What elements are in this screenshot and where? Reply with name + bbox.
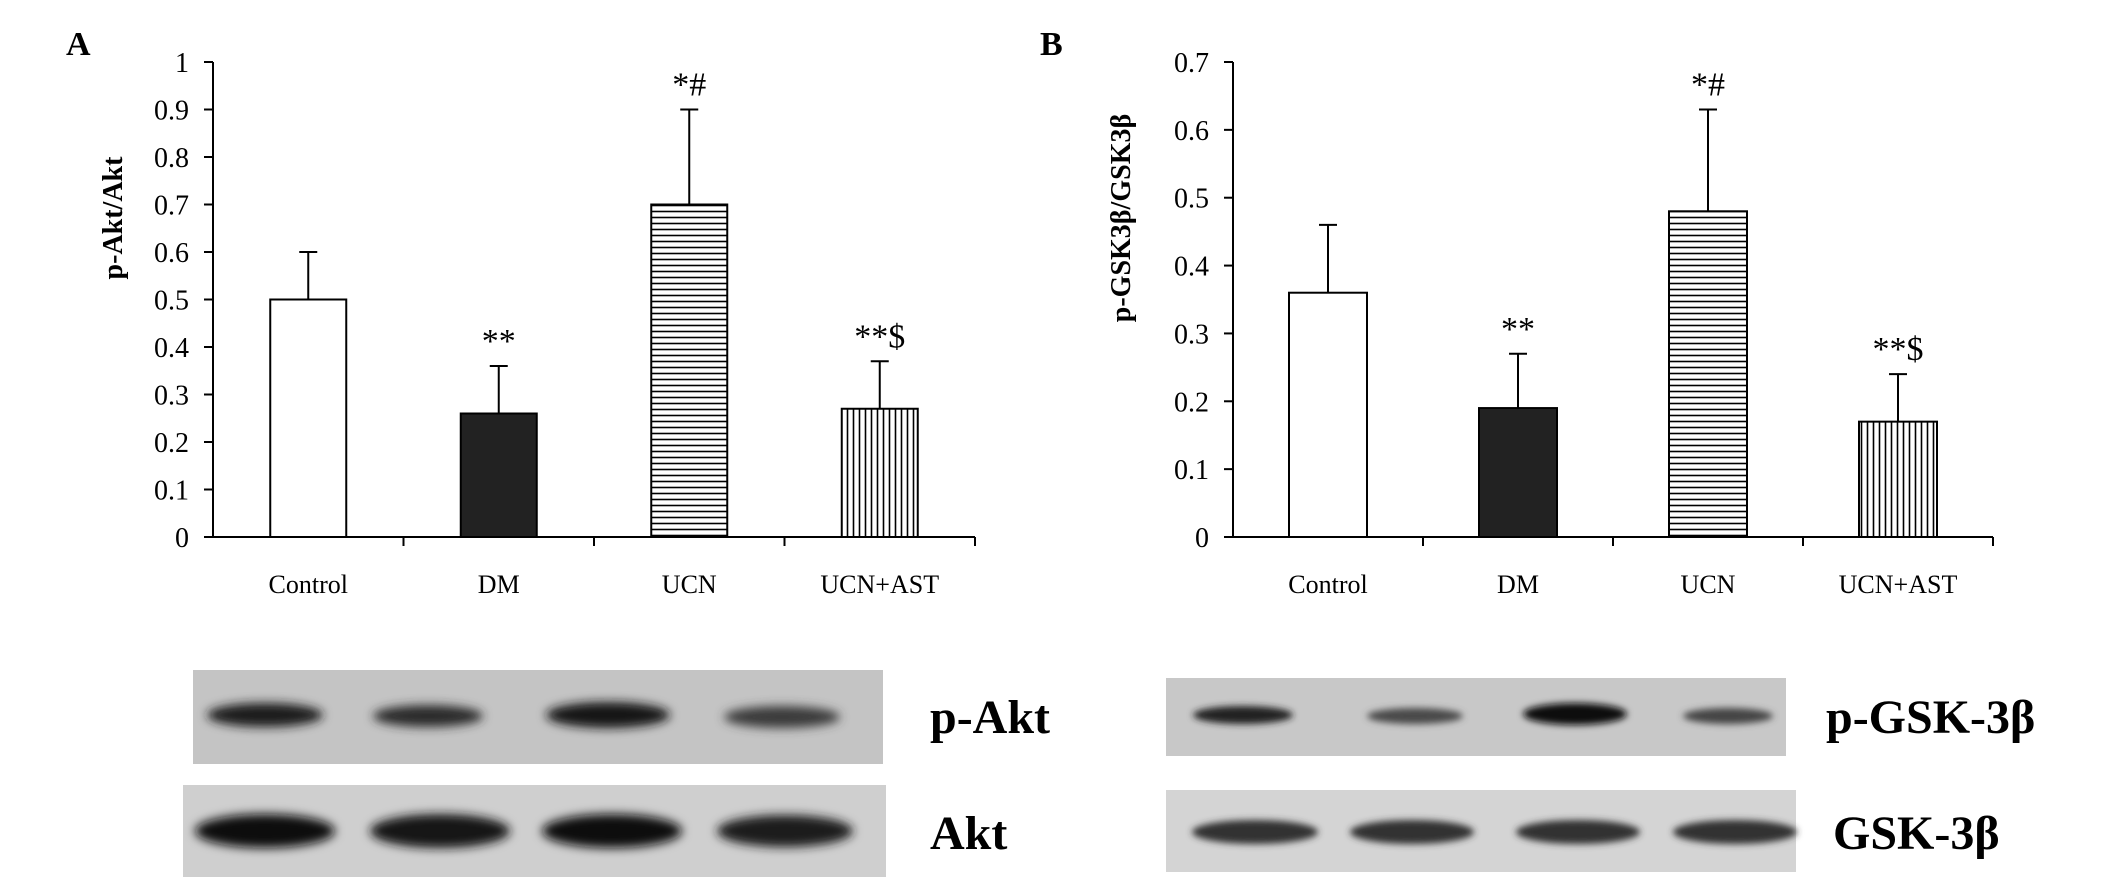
blot-band — [195, 814, 335, 848]
y-tick-label: 0.6 — [154, 238, 189, 269]
bar-control — [1288, 291, 1368, 539]
blot-band — [1350, 820, 1474, 844]
y-tick-label: 0.1 — [154, 476, 189, 507]
bar-control — [269, 298, 348, 538]
x-category-label: UCN — [662, 570, 717, 599]
y-tick-label: 0.7 — [154, 191, 189, 222]
y-tick-label: 0.7 — [1174, 48, 1209, 79]
x-category-label: UCN+AST — [820, 570, 939, 599]
blot-band — [1683, 708, 1773, 724]
y-tick-label: 0.5 — [154, 286, 189, 317]
y-tick-label: 0.9 — [154, 96, 189, 127]
y-tick-label: 1 — [175, 48, 189, 79]
x-category-label: Control — [269, 570, 348, 599]
y-tick-label: 0.4 — [154, 333, 189, 364]
significance-label: ** — [1501, 311, 1535, 348]
blot-band — [373, 705, 483, 727]
blot-band — [542, 814, 682, 848]
y-tick-label: 0.3 — [1174, 319, 1209, 350]
blot-band — [1193, 706, 1293, 724]
blot-band — [1367, 708, 1463, 724]
blot-b-bottom-label: GSK-3β — [1833, 807, 2000, 860]
bar-ucn — [1668, 210, 1748, 539]
blot-band — [1192, 820, 1318, 844]
blot-band — [1523, 703, 1627, 725]
panel-a-axes: 0 0.1 0.2 0.3 0.4 0.5 0.6 0.7 0.8 0.9 1 Control DM UC… — [154, 48, 976, 599]
blot-a-top-label: p-Akt — [930, 691, 1050, 744]
y-tick-label: 0.8 — [154, 143, 189, 174]
y-tick-label: 0.2 — [1174, 387, 1209, 418]
x-category-label: Control — [1288, 570, 1367, 599]
y-tick-label: 0.1 — [1174, 455, 1209, 486]
x-category-label: UCN+AST — [1839, 570, 1958, 599]
blot-b-top-label: p-GSK-3β — [1826, 691, 2035, 744]
panel-a-chart: A p-Akt/Akt 0 0.1 0.2 0.3 0.4 0.5 0.6 0.7 0.8 0.9… — [66, 26, 976, 599]
bar-dm — [459, 412, 538, 538]
blot-b-top — [1166, 678, 1786, 756]
bar-ucn-ast — [1858, 420, 1938, 538]
panel-a-letter: A — [66, 26, 91, 63]
y-tick-label: 0 — [1195, 523, 1209, 554]
bar-ucn-ast — [840, 407, 919, 538]
y-tick-label: 0.6 — [1174, 116, 1209, 147]
panel-b-chart: B p-GSK3β/GSK3β 0 0.1 0.2 0.3 0.4 0.5 0.6 0.7 Co… — [1040, 26, 1994, 599]
x-category-label: DM — [1497, 570, 1539, 599]
x-category-label: UCN — [1681, 570, 1736, 599]
panel-a-y-axis-label: p-Akt/Akt — [98, 156, 129, 280]
blot-band — [1516, 820, 1640, 844]
panel-b-y-axis-label: p-GSK3β/GSK3β — [1106, 114, 1137, 322]
significance-label: *# — [672, 67, 706, 104]
x-category-label: DM — [478, 570, 520, 599]
panel-b-letter: B — [1040, 26, 1063, 63]
blot-band — [207, 703, 323, 727]
bar-dm — [1478, 407, 1558, 539]
bar-ucn — [650, 203, 729, 538]
y-tick-label: 0.2 — [154, 428, 189, 459]
y-tick-label: 0.5 — [1174, 184, 1209, 215]
y-tick-label: 0 — [175, 523, 189, 554]
significance-label: *# — [1691, 67, 1725, 104]
blot-band — [546, 702, 670, 728]
blot-a-bottom-label: Akt — [930, 807, 1007, 860]
panel-b-bars: ** *# **$ — [1288, 67, 1938, 539]
significance-label: **$ — [854, 318, 905, 355]
y-tick-label: 0.3 — [154, 381, 189, 412]
blot-a-bottom — [183, 785, 886, 877]
panel-a-bars: ** *# **$ — [269, 67, 919, 538]
blot-a-top — [193, 670, 883, 764]
blot-b-bottom — [1166, 790, 1797, 872]
significance-label: ** — [482, 323, 516, 360]
panel-b-axes: 0 0.1 0.2 0.3 0.4 0.5 0.6 0.7 Control DM UCN UCN+AS… — [1174, 48, 1994, 599]
significance-label: **$ — [1873, 331, 1924, 368]
blot-band — [717, 815, 853, 847]
blot-band — [1673, 820, 1797, 844]
blot-band — [370, 814, 510, 848]
y-tick-label: 0.4 — [1174, 252, 1209, 283]
blot-band — [724, 706, 840, 728]
